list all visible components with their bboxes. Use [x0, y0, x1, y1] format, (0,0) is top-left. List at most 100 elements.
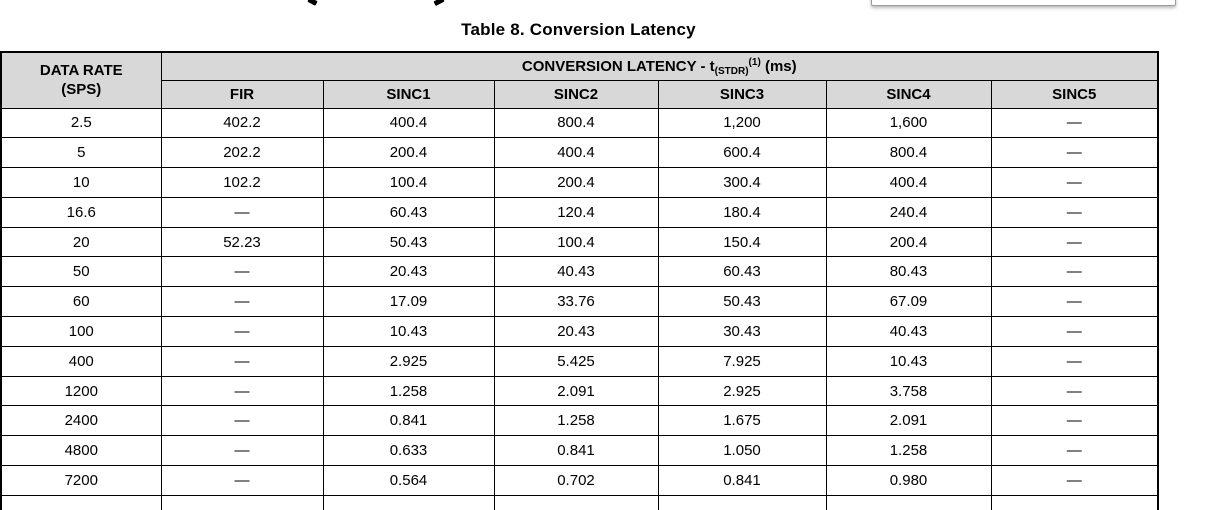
data-rate-cell: 1200	[0, 375, 162, 407]
latency-cell: 1,200	[657, 107, 827, 139]
latency-cell: 60.43	[657, 256, 827, 288]
latency-cell: 17.09	[322, 286, 495, 318]
table-row: 7200—0.564 0.702 0.841 0.980—	[0, 465, 1159, 496]
latency-header-superscript: (1)	[748, 56, 761, 68]
latency-cell: —	[160, 465, 324, 496]
latency-cell: 0.564	[322, 465, 495, 496]
table-row: 50—20.43 40.43 60.43 80.43—	[0, 256, 1159, 288]
table-title: Table 8. Conversion Latency	[461, 20, 696, 39]
latency-cell: —	[160, 256, 324, 288]
column-header-sinc1: SINC1	[322, 79, 495, 109]
latency-cell: —	[990, 286, 1159, 318]
column-header-sinc2: SINC2	[493, 79, 659, 109]
latency-cell: 0.702	[493, 465, 659, 496]
data-rate-cell: 4800	[0, 435, 162, 467]
table-row-cutoff	[0, 494, 1159, 510]
header-row-filters: FIR SINC1 SINC2 SINC3 SINC4 SINC5	[1, 79, 1159, 109]
data-rate-cell: 2.5	[0, 107, 162, 139]
data-rate-header-line1: DATA RATE	[39, 62, 123, 80]
data-rate-cell: 16.6	[0, 196, 162, 228]
latency-cell: 7.925	[657, 345, 827, 377]
latency-cell: —	[990, 167, 1159, 198]
latency-cell: 20.43	[493, 316, 659, 347]
table-row: 100—10.43 20.43 30.43 40.43—	[0, 316, 1159, 347]
latency-cell: —	[160, 435, 324, 467]
table-row: 5 202.2 200.4 400.4 600.4 800.4—	[0, 137, 1159, 169]
latency-cell: 33.76	[493, 286, 659, 318]
data-rate-cell: 10	[0, 167, 162, 198]
latency-header-suffix: (ms)	[760, 57, 797, 75]
table-row: 400—2.925 5.425 7.925 10.43—	[0, 345, 1159, 377]
table-row: 4800—0.633 0.841 1.050 1.258—	[0, 435, 1159, 467]
latency-cell: —	[990, 196, 1159, 228]
data-rate-cell: 20	[0, 226, 162, 258]
latency-cell: 120.4	[493, 196, 659, 228]
latency-cell: 800.4	[825, 137, 992, 169]
data-rate-cell: 60	[0, 286, 162, 318]
latency-cell: 400.4	[322, 107, 495, 139]
latency-cell: 150.4	[657, 226, 827, 258]
latency-cell: 1.258	[825, 435, 992, 467]
latency-cell: 102.2	[160, 167, 324, 198]
data-rate-cell: 400	[0, 345, 162, 377]
latency-cell	[160, 494, 324, 510]
latency-cell: 100.4	[493, 226, 659, 258]
latency-cell: 1.050	[657, 435, 827, 467]
latency-cell: 2.925	[657, 375, 827, 407]
table-row: 20 52.23 50.43 100.4 150.4 200.4—	[0, 226, 1159, 258]
column-header-sinc4: SINC4	[825, 79, 992, 109]
latency-cell: 3.758	[825, 375, 992, 407]
latency-cell: —	[990, 405, 1159, 437]
data-rate-cell: 100	[0, 316, 162, 347]
cropped-text-fragment	[307, 0, 318, 6]
latency-cell: —	[990, 316, 1159, 347]
latency-cell: —	[990, 345, 1159, 377]
table-row: 2.5 402.2 400.4 800.4 1,200 1,600—	[0, 107, 1159, 139]
latency-header-prefix: CONVERSION LATENCY - t	[521, 57, 715, 75]
table-row: 16.6—60.43 120.4 180.4 240.4—	[0, 196, 1159, 228]
latency-cell: 1.258	[322, 375, 495, 407]
data-rate-header-line2: (SPS)	[61, 81, 102, 99]
latency-cell: —	[990, 256, 1159, 288]
latency-cell: —	[160, 345, 324, 377]
latency-cell: —	[990, 465, 1159, 496]
latency-cell: 50.43	[657, 286, 827, 318]
cropped-text-fragment	[433, 0, 445, 7]
latency-cell: 400.4	[493, 137, 659, 169]
latency-cell: 5.425	[493, 345, 659, 377]
latency-cell: 67.09	[825, 286, 992, 318]
header-row-top: DATA RATE (SPS) CONVERSION LATENCY - t (S…	[0, 51, 1159, 109]
latency-cell: —	[160, 405, 324, 437]
latency-cell: 40.43	[493, 256, 659, 288]
latency-cell: 0.980	[825, 465, 992, 496]
table-body: 2.5 402.2 400.4 800.4 1,200 1,600—5 202.2 200.4…	[0, 107, 1159, 510]
data-rate-cell: 50	[0, 256, 162, 288]
latency-cell: 400.4	[825, 167, 992, 198]
latency-cell: 0.841	[493, 435, 659, 467]
latency-cell: 1.675	[657, 405, 827, 437]
latency-cell: 52.23	[160, 226, 324, 258]
latency-cell: 202.2	[160, 137, 324, 169]
latency-cell: 10.43	[825, 345, 992, 377]
latency-cell: 10.43	[322, 316, 495, 347]
latency-cell: 300.4	[657, 167, 827, 198]
latency-cell: 20.43	[322, 256, 495, 288]
latency-cell: 60.43	[322, 196, 495, 228]
latency-cell: —	[990, 226, 1159, 258]
table-row: 60—17.09 33.76 50.43 67.09—	[0, 286, 1159, 318]
latency-cell: 0.841	[322, 405, 495, 437]
latency-cell: 180.4	[657, 196, 827, 228]
latency-cell: —	[990, 107, 1159, 139]
column-header-fir: FIR	[160, 79, 324, 109]
latency-cell: —	[990, 375, 1159, 407]
latency-cell: 50.43	[322, 226, 495, 258]
latency-cell: 0.841	[657, 465, 827, 496]
latency-cell: —	[160, 196, 324, 228]
data-rate-header: DATA RATE (SPS)	[0, 51, 162, 109]
latency-cell: —	[160, 316, 324, 347]
latency-cell: 100.4	[322, 167, 495, 198]
latency-cell: 200.4	[825, 226, 992, 258]
column-header-sinc5: SINC5	[990, 79, 1159, 109]
latency-cell: 40.43	[825, 316, 992, 347]
